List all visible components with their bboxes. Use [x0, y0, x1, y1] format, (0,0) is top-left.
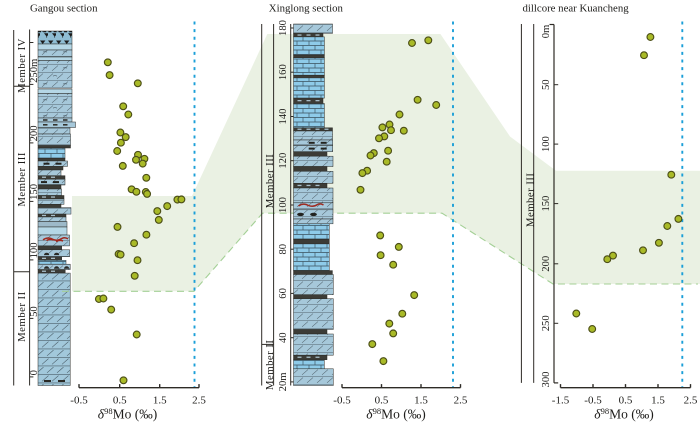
svg-text:δ98Mo (‰): δ98Mo (‰): [594, 406, 653, 422]
svg-text:0.5: 0.5: [113, 395, 127, 407]
svg-text:Member II: Member II: [264, 340, 276, 391]
svg-text:0.5: 0.5: [619, 395, 633, 407]
svg-text:120: 120: [278, 153, 289, 169]
svg-text:160: 160: [278, 64, 289, 80]
svg-text:-0.5: -0.5: [333, 395, 351, 407]
svg-text:50: 50: [29, 306, 40, 317]
svg-text:Member III: Member III: [524, 173, 536, 228]
svg-text:0: 0: [29, 370, 40, 375]
svg-text:Member III: Member III: [264, 154, 276, 209]
svg-text:100: 100: [29, 243, 40, 259]
svg-text:150: 150: [541, 196, 552, 212]
svg-text:200: 200: [29, 126, 40, 142]
svg-text:0m: 0m: [541, 24, 552, 38]
svg-text:140: 140: [278, 109, 289, 125]
svg-text:20m: 20m: [278, 372, 289, 392]
svg-text:Member III: Member III: [16, 152, 28, 207]
svg-text:-0.5: -0.5: [70, 395, 88, 407]
svg-text:dillcore near Kuancheng: dillcore near Kuancheng: [523, 3, 630, 15]
svg-text:-1.5: -1.5: [552, 395, 570, 407]
svg-text:250m: 250m: [29, 58, 40, 83]
svg-text:1.5: 1.5: [651, 395, 665, 407]
svg-text:250: 250: [541, 315, 552, 331]
svg-text:200: 200: [541, 256, 552, 272]
svg-text:180: 180: [278, 20, 289, 36]
svg-text:-0.5: -0.5: [584, 395, 602, 407]
svg-text:2.5: 2.5: [684, 395, 698, 407]
svg-text:150: 150: [29, 184, 40, 200]
svg-text:Member IV: Member IV: [16, 38, 28, 93]
svg-text:δ98Mo (‰): δ98Mo (‰): [98, 406, 157, 422]
svg-text:Gangou section: Gangou section: [30, 3, 98, 15]
svg-text:2.5: 2.5: [454, 395, 468, 407]
svg-text:60: 60: [278, 288, 289, 299]
svg-text:1.5: 1.5: [414, 395, 428, 407]
svg-text:2.5: 2.5: [192, 395, 206, 407]
svg-text:Xinglong section: Xinglong section: [269, 3, 344, 15]
svg-text:0.5: 0.5: [375, 395, 389, 407]
svg-text:1.5: 1.5: [153, 395, 167, 407]
svg-text:80: 80: [278, 244, 289, 255]
svg-text:δ98Mo (‰): δ98Mo (‰): [366, 406, 425, 422]
svg-text:300: 300: [541, 372, 552, 388]
svg-text:Member II: Member II: [16, 291, 28, 342]
svg-text:100: 100: [278, 197, 289, 213]
svg-text:40: 40: [278, 332, 289, 343]
svg-text:100: 100: [541, 136, 552, 152]
svg-text:50: 50: [541, 79, 552, 90]
